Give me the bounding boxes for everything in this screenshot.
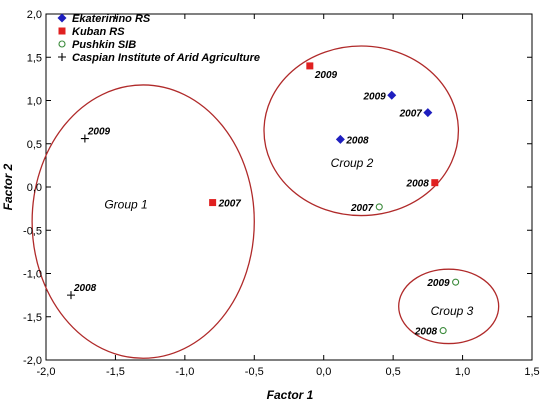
point-marker (431, 179, 438, 186)
point-label: 2009 (426, 278, 450, 289)
axis-ticks: -2,0 -1,5 -1,0 -0,5 0,0 0,5 1,0 1,5 2,0 1,5 1,0 0,5… (23, 9, 540, 378)
x-tick-label: -0,5 (245, 366, 264, 378)
point-label: 2009 (363, 91, 387, 102)
y-tick-label: -0,5 (23, 225, 42, 237)
x-tick-label: -1,5 (106, 366, 125, 378)
point-marker (387, 91, 396, 100)
point-label: 2009 (314, 70, 338, 81)
y-tick-label: 1,0 (27, 96, 42, 108)
point-label: 2007 (218, 199, 242, 210)
y-tick-label: 0,0 (27, 182, 42, 194)
legend-label: Caspian Institute of Arid Agriculture (72, 52, 260, 64)
point-label: 2007 (350, 203, 374, 214)
point-label: 2007 (399, 109, 423, 120)
x-tick-label: 1,5 (524, 366, 539, 378)
group-ellipse (264, 46, 458, 216)
point-label: 2008 (73, 283, 97, 294)
y-tick-label: 1,5 (27, 52, 42, 64)
x-tick-label: 0,0 (316, 366, 331, 378)
legend-label: Ekaterinino RS (72, 13, 151, 25)
legend-marker (59, 28, 66, 35)
point-label: 2008 (414, 327, 438, 338)
group-ellipses: Group 1 Croup 2 Croup 3 (32, 46, 499, 358)
x-tick-label: 0,5 (385, 366, 400, 378)
legend-marker (58, 14, 67, 23)
legend-label: Pushkin SIB (72, 39, 136, 51)
point-marker (306, 62, 313, 69)
point-marker (453, 279, 459, 285)
group-label: Group 1 (104, 198, 147, 212)
x-axis-title: Factor 1 (267, 388, 314, 402)
x-tick-label: -1,0 (175, 366, 194, 378)
y-tick-label: 2,0 (27, 9, 42, 21)
x-tick-label: -2,0 (37, 366, 56, 378)
point-label: 2008 (345, 135, 369, 146)
point-marker (423, 108, 432, 117)
point-marker (376, 204, 382, 210)
legend-label: Kuban RS (72, 26, 125, 38)
group-label: Croup 3 (431, 304, 474, 318)
x-tick-label: 1,0 (455, 366, 470, 378)
point-label: 2008 (406, 179, 430, 190)
y-tick-label: -1,5 (23, 312, 42, 324)
point-marker (209, 199, 216, 206)
point-label: 2009 (87, 127, 111, 138)
point-marker (440, 328, 446, 334)
legend-marker (59, 41, 65, 47)
y-tick-label: 0,5 (27, 139, 42, 151)
group-label: Croup 2 (331, 156, 374, 170)
point-marker (336, 135, 345, 144)
y-tick-label: -1,0 (23, 269, 42, 281)
group-ellipse (32, 85, 254, 358)
legend-marker (58, 53, 66, 61)
y-axis-title: Factor 2 (1, 163, 15, 210)
y-tick-label: -2,0 (23, 355, 42, 367)
